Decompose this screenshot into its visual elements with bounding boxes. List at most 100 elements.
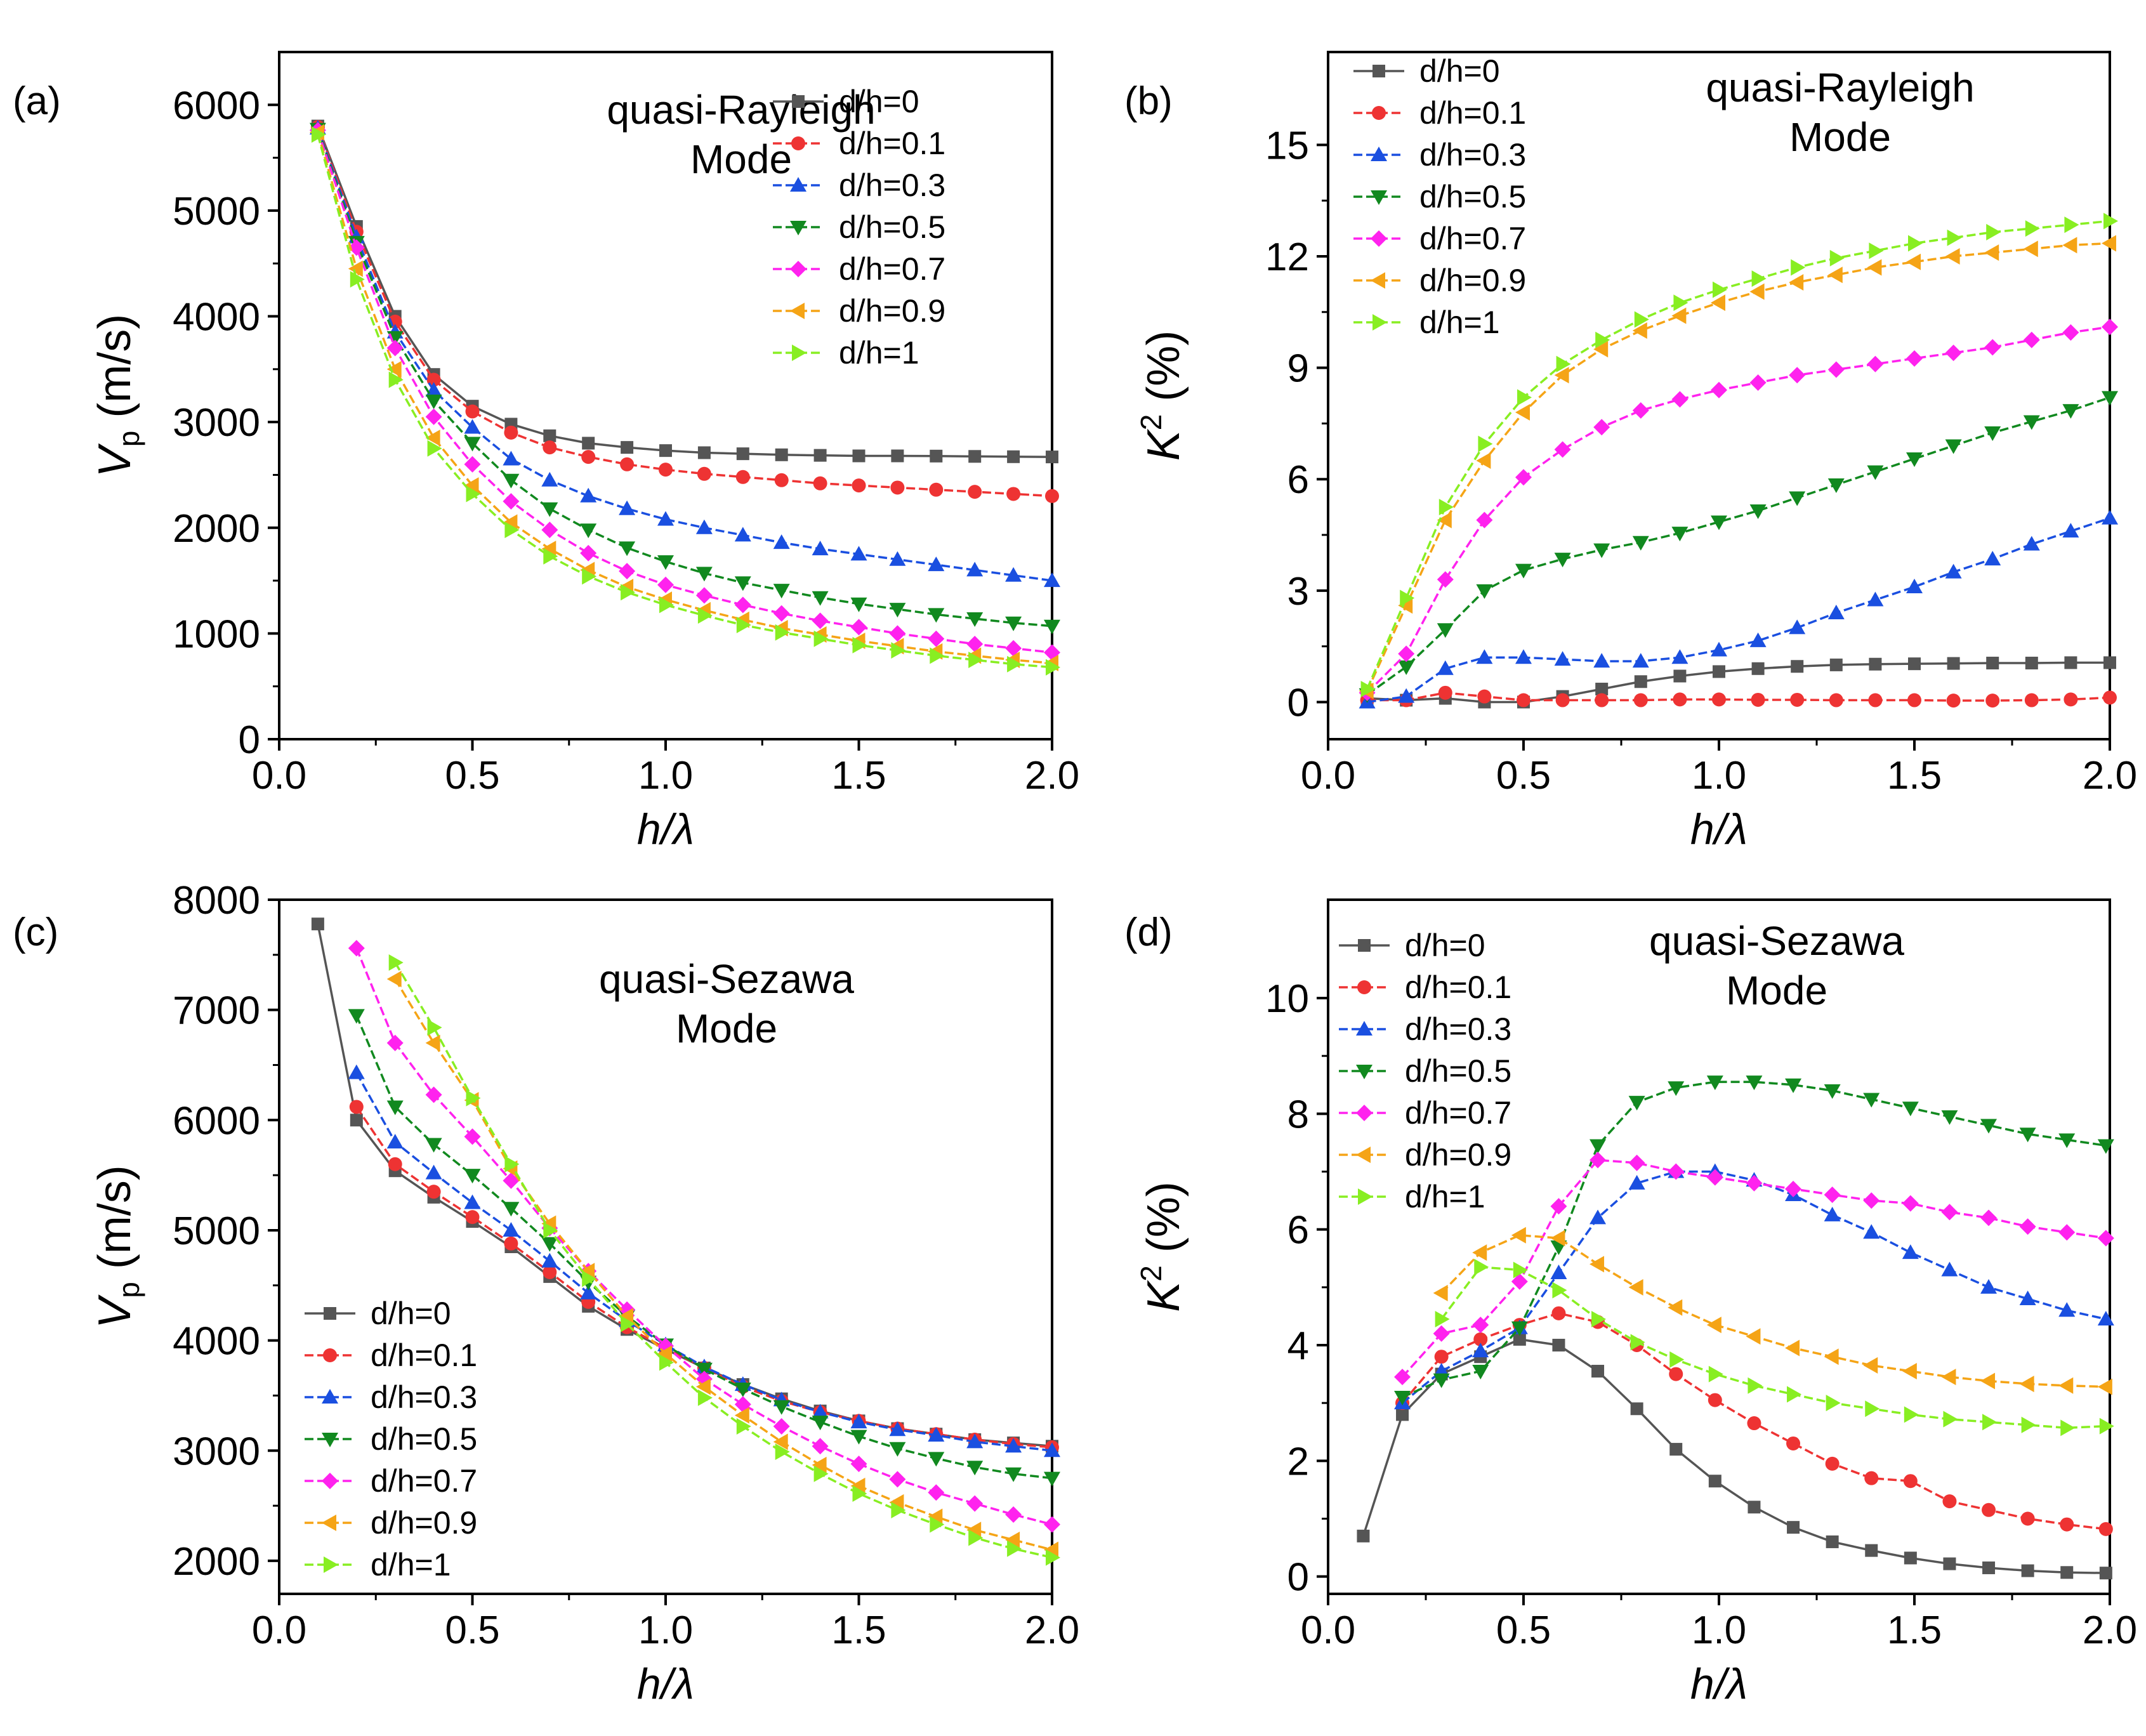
data-point	[2064, 216, 2079, 233]
data-point	[968, 1529, 984, 1546]
data-point	[889, 1494, 904, 1511]
x-tick-label: 2.0	[1025, 1608, 1079, 1652]
data-point	[1751, 692, 1765, 707]
data-point	[735, 470, 750, 484]
data-point	[891, 1502, 906, 1519]
data-point	[734, 596, 751, 614]
data-point	[2060, 1419, 2076, 1437]
data-point	[2025, 656, 2038, 669]
data-point	[1513, 1261, 1528, 1279]
data-point	[1708, 1475, 1721, 1488]
legend-marker	[1358, 939, 1371, 952]
data-point	[2023, 415, 2040, 430]
panel-label: (b)	[1124, 79, 1173, 123]
data-point	[1671, 307, 1687, 324]
data-point	[386, 1034, 404, 1051]
y-tick-label: 6000	[173, 84, 260, 128]
data-point	[1472, 1365, 1489, 1380]
data-point	[503, 514, 518, 531]
data-point	[889, 1442, 906, 1457]
data-point	[1511, 1226, 1526, 1244]
panel-d: 0.0 0.5 1.0 1.5 2.0 0 2 4 6 8 10 h/λ K2 (%) (d) quasi-…	[1124, 898, 2137, 1708]
data-point	[736, 617, 751, 634]
data-point	[812, 1456, 827, 1473]
data-point	[1712, 692, 1726, 707]
data-point	[1556, 355, 1571, 372]
data-point	[1668, 1299, 1683, 1316]
data-point	[1941, 1110, 1958, 1125]
data-point	[659, 463, 673, 477]
legend-label: d/h=0.5	[839, 209, 945, 245]
y-tick-label: 2	[1287, 1440, 1309, 1483]
data-point	[1394, 1369, 1411, 1386]
data-point	[386, 971, 402, 988]
data-point	[736, 447, 749, 461]
y-tick-label: 0	[239, 718, 260, 762]
y-tick-label: 7000	[173, 989, 260, 1033]
legend-marker	[322, 1473, 338, 1489]
data-point	[581, 450, 596, 464]
data-point	[1550, 1198, 1567, 1215]
data-point	[1044, 1516, 1060, 1533]
x-tick-label: 0.5	[1496, 754, 1551, 798]
data-point	[1713, 281, 1727, 298]
data-point	[2024, 693, 2039, 707]
data-point	[388, 954, 404, 971]
data-point	[1791, 660, 1804, 673]
data-point	[889, 1421, 906, 1437]
data-point	[1746, 1174, 1763, 1192]
legend-marker	[790, 303, 805, 319]
data-point	[1825, 1456, 1840, 1471]
data-point	[966, 1433, 984, 1449]
legend-label: d/h=0.3	[1419, 137, 1526, 173]
data-point	[1044, 1541, 1058, 1558]
data-point	[425, 1086, 442, 1103]
data-point	[2103, 690, 2117, 705]
data-point	[1595, 331, 1610, 348]
data-point	[1515, 563, 1532, 579]
data-point	[928, 556, 945, 572]
legend-marker	[1373, 314, 1387, 331]
data-point	[1633, 693, 1648, 707]
data-point	[1357, 1529, 1370, 1542]
data-point	[1865, 1544, 1878, 1557]
legend-marker	[1372, 106, 1386, 120]
data-point	[1007, 655, 1022, 673]
data-point	[350, 1114, 363, 1127]
data-point	[1593, 653, 1610, 668]
data-point	[1706, 1169, 1723, 1186]
data-point	[504, 522, 520, 539]
data-point	[1634, 311, 1649, 328]
data-point	[966, 1522, 982, 1539]
data-point	[1398, 688, 1415, 703]
series-line	[394, 978, 1053, 1551]
data-point	[1433, 1325, 1450, 1342]
data-point	[427, 440, 442, 457]
series-line	[1367, 692, 2110, 702]
x-tick-label: 0.5	[445, 754, 499, 798]
legend-marker	[1357, 980, 1371, 994]
data-point	[1713, 665, 1725, 678]
legend-marker	[1371, 272, 1385, 289]
data-point	[1868, 693, 1883, 707]
data-point	[929, 482, 944, 497]
data-point	[659, 1354, 674, 1371]
data-point	[1867, 465, 1884, 480]
data-point	[1007, 450, 1020, 463]
data-point	[582, 568, 597, 585]
data-point	[1748, 1501, 1761, 1514]
data-point	[621, 584, 636, 601]
data-point	[1632, 402, 1649, 419]
data-point	[388, 1157, 402, 1171]
legend-label: d/h=0.1	[839, 126, 945, 161]
data-point	[311, 126, 326, 143]
data-point	[1630, 1334, 1645, 1351]
data-point	[541, 522, 558, 539]
data-point	[1826, 1535, 1839, 1548]
data-point	[1046, 450, 1058, 464]
data-point	[1632, 322, 1647, 339]
data-point	[464, 419, 481, 434]
legend: d/h=0 d/h=0.1 d/h=0.3 d/h=0.5 d/h=0.7 d/h=0.9…	[1339, 928, 1511, 1214]
data-point	[350, 271, 365, 288]
x-tick-label: 0.0	[252, 754, 306, 798]
